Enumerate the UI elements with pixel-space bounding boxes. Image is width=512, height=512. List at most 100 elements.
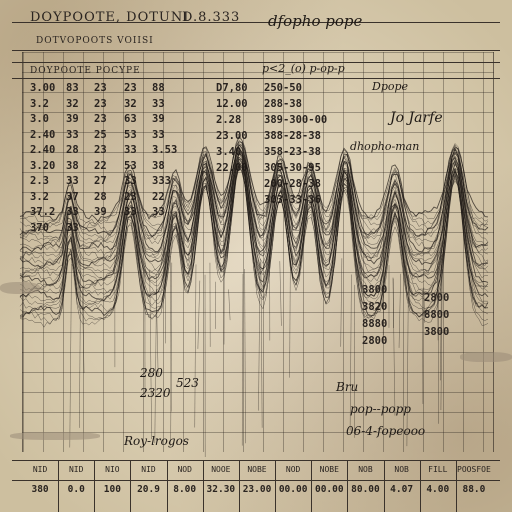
- footer-header: NOBE: [319, 465, 339, 474]
- table-cell: 250-50: [264, 82, 302, 94]
- paper-tear: [460, 352, 512, 362]
- footer-divider: [130, 460, 132, 512]
- footer-value: 100: [103, 484, 121, 495]
- table-cell: 83: [66, 82, 79, 94]
- trace-line: [19, 141, 489, 223]
- footer-divider: [58, 460, 60, 512]
- page-subtitle: DOTVOPOOTS VOIISI: [36, 36, 154, 46]
- trace-line: [19, 158, 489, 311]
- trace-line: [19, 144, 489, 240]
- trace-line: [19, 156, 489, 289]
- footer-header: NOB: [358, 465, 373, 474]
- footer-header: NID: [32, 465, 48, 474]
- footer-value: 4.00: [426, 484, 450, 495]
- footer-rule: [12, 480, 500, 481]
- trace-drip: [382, 279, 385, 336]
- table-cell: D7,80: [216, 82, 248, 94]
- table-cell: 38: [152, 159, 165, 172]
- trace-drip: [423, 287, 426, 323]
- table-cell: 22: [152, 190, 165, 203]
- trace-line: [19, 158, 489, 294]
- footer-header: NOD: [285, 465, 301, 474]
- trace-drip: [82, 285, 85, 374]
- table-cell: 8800: [424, 309, 450, 321]
- page-title: DOYPOOTE, DOTUNI: [30, 10, 190, 25]
- trace-drip: [197, 280, 201, 349]
- table-cell: 389-300-00: [264, 114, 328, 126]
- handwritten-note-top: p<2_(o) p-op-p: [262, 62, 345, 75]
- handwritten-value: 2320: [140, 386, 171, 400]
- handwritten-value: 280: [140, 366, 163, 380]
- table-cell: 3800: [362, 284, 388, 296]
- handwritten-note: Bru: [336, 380, 359, 394]
- header-rule: [12, 50, 500, 51]
- table-cell: 23: [94, 144, 107, 156]
- table-cell: 23: [124, 82, 137, 94]
- trace-drip: [398, 273, 401, 348]
- trace-line: [19, 165, 489, 318]
- table-cell: 39: [66, 113, 79, 125]
- trace-line: [19, 143, 489, 238]
- table-cell: 23: [94, 82, 107, 94]
- trace-drip: [244, 268, 246, 444]
- handwritten-note: pop--popp: [350, 402, 411, 416]
- handwritten-value: 523: [176, 376, 199, 390]
- trace-drip: [79, 251, 82, 428]
- handwritten-note: Jo Jarfe: [390, 110, 443, 126]
- footer-divider: [311, 460, 313, 512]
- table-cell: 3.20: [30, 159, 56, 172]
- footer-header: NOB: [394, 465, 409, 474]
- table-cell: 37.2: [30, 206, 56, 218]
- handwritten-note: Dpope: [372, 80, 409, 93]
- table-cell: 23: [94, 113, 107, 125]
- table-cell: 33: [152, 128, 165, 141]
- trace-line: [19, 135, 489, 228]
- trace-drip: [228, 289, 231, 321]
- trace-drip: [258, 258, 261, 411]
- trace-drip: [440, 254, 442, 381]
- table-cell: 388-28-38: [264, 130, 321, 142]
- paper-tear: [0, 282, 40, 294]
- footer-value: 0.0: [67, 484, 85, 495]
- table-cell: 33: [124, 144, 137, 156]
- table-cell: 288-38: [264, 98, 302, 110]
- footer-header: NIO: [105, 465, 120, 474]
- footer-value: 00.00: [278, 484, 308, 495]
- paper-tear: [10, 432, 100, 440]
- table-cell: 2.3: [30, 175, 49, 187]
- table-cell: 63: [124, 113, 137, 125]
- graph-grid: [22, 52, 494, 452]
- table-cell: 12.00: [216, 98, 248, 110]
- footer-value: 88.0: [462, 484, 486, 495]
- table-cell: 28: [66, 144, 79, 156]
- footer-divider: [347, 460, 349, 512]
- footer-value: 23.00: [242, 484, 272, 495]
- table-cell: 27: [94, 175, 107, 187]
- table-cell: 33: [152, 97, 165, 110]
- footer-header: NOOE: [211, 465, 231, 474]
- table-cell: 3.2: [30, 97, 49, 110]
- footer-header: NOBE: [247, 465, 267, 474]
- header-rule: [12, 62, 500, 63]
- trace-drip: [241, 273, 244, 446]
- table-cell: 33: [66, 128, 79, 141]
- table-cell: 32: [66, 97, 79, 110]
- trace-line: [19, 139, 489, 247]
- footer-value: 380: [31, 484, 49, 495]
- footer-value: 20.9: [137, 484, 160, 495]
- footer-value: 4.07: [390, 484, 414, 495]
- table-cell: 53: [124, 128, 137, 141]
- table-cell: 2.40: [30, 128, 56, 141]
- footer-value: 00.00: [314, 484, 344, 495]
- table-cell: 3800: [424, 326, 450, 338]
- footer-divider: [383, 460, 385, 512]
- table-cell: 39: [94, 206, 107, 218]
- table-cell: 39: [152, 113, 165, 125]
- trace-line: [19, 148, 489, 266]
- table-heading: DOYPOOTE POCYPE: [30, 66, 141, 76]
- table-cell: 3.53: [152, 144, 178, 156]
- footer-divider: [202, 460, 204, 512]
- trace-line: [19, 159, 489, 304]
